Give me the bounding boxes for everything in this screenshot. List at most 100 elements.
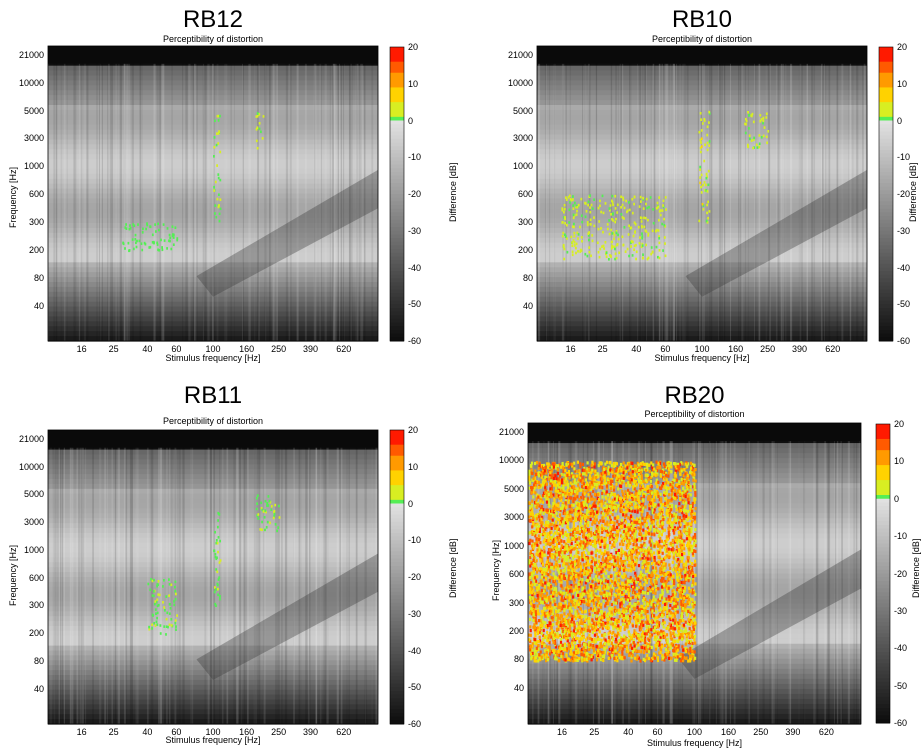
heatmap-band	[48, 109, 378, 116]
colorbar-segment	[390, 698, 404, 703]
heatmap-cell	[560, 614, 563, 618]
heatmap-cell	[573, 512, 576, 516]
heatmap-cell	[542, 637, 545, 641]
heatmap-cell	[258, 113, 261, 116]
heatmap-cell	[631, 595, 634, 599]
heatmap-cell	[536, 512, 539, 517]
colorbar-segment	[390, 234, 404, 239]
heatmap-cell	[683, 625, 686, 629]
heatmap-cell	[706, 141, 709, 145]
heatmap-cell	[630, 553, 634, 557]
heatmap-cell	[534, 615, 537, 620]
heatmap-band	[48, 173, 378, 180]
colorbar-segment	[390, 584, 404, 589]
heatmap-cell	[661, 529, 664, 533]
heatmap-cell	[572, 491, 575, 495]
heatmap-cell	[595, 654, 598, 658]
heatmap-cell	[577, 604, 580, 609]
heatmap-cell	[667, 474, 670, 478]
heatmap-cell	[569, 201, 571, 204]
heatmap-striation	[777, 63, 780, 341]
heatmap-cell	[572, 239, 575, 242]
heatmap-cell	[635, 615, 638, 619]
heatmap-cell	[587, 576, 590, 580]
colorbar-tick-label: -20	[897, 189, 911, 199]
heatmap-cell	[675, 483, 678, 487]
heatmap-striation	[782, 63, 784, 341]
heatmap-striation	[56, 447, 60, 724]
heatmap-cell	[692, 553, 695, 558]
heatmap-cell	[217, 114, 220, 118]
heatmap-cell	[651, 562, 654, 566]
heatmap-cell	[644, 543, 647, 547]
heatmap-band	[537, 237, 867, 244]
heatmap-cell	[662, 635, 665, 640]
heatmap-cell	[676, 575, 679, 579]
heatmap-cell	[597, 565, 600, 569]
heatmap-band	[537, 213, 867, 219]
heatmap-cell	[625, 597, 628, 601]
y-tick-label: 21000	[507, 49, 533, 60]
heatmap-cell	[564, 533, 567, 537]
heatmap-cell	[614, 567, 617, 571]
heatmap-cell	[532, 490, 535, 494]
heatmap-cell	[555, 464, 558, 468]
heatmap-cell	[584, 581, 587, 585]
heatmap-cell	[571, 244, 574, 247]
x-tick-label: 160	[728, 344, 744, 354]
heatmap-band	[537, 277, 867, 283]
heatmap-striation	[84, 63, 86, 341]
heatmap-striation	[701, 63, 704, 341]
heatmap-striation	[771, 441, 773, 724]
heatmap-cell	[165, 633, 167, 636]
heatmap-cell	[616, 651, 619, 655]
heatmap-band	[528, 668, 861, 675]
heatmap-cell	[634, 580, 637, 585]
colorbar-segment	[390, 646, 404, 651]
heatmap-cell	[669, 646, 672, 650]
heatmap-cell	[672, 556, 675, 560]
heatmap-striation	[159, 63, 162, 341]
heatmap-band	[48, 262, 378, 268]
heatmap-cell	[214, 555, 217, 559]
heatmap-cell	[748, 127, 750, 130]
heatmap-band	[528, 508, 861, 514]
heatmap-striation	[288, 63, 291, 341]
heatmap-band	[528, 678, 861, 685]
heatmap-cell	[609, 468, 612, 472]
heatmap-striation	[816, 441, 819, 724]
heatmap-cell	[133, 224, 136, 227]
heatmap-striation	[304, 63, 307, 341]
heatmap-striation	[153, 63, 156, 341]
heatmap-cell	[680, 556, 683, 560]
heatmap-cell	[700, 141, 702, 144]
heatmap-band	[48, 198, 378, 204]
heatmap-cell	[665, 597, 668, 601]
colorbar-segment	[879, 58, 893, 63]
heatmap-band	[537, 168, 867, 175]
heatmap-cell	[591, 646, 594, 650]
heatmap-cell	[631, 650, 634, 654]
heatmap-striation	[828, 441, 831, 724]
heatmap-cell	[685, 647, 688, 651]
heatmap-cell	[544, 531, 547, 536]
colorbar-segment	[390, 307, 404, 313]
heatmap-cell	[664, 655, 667, 659]
heatmap-striation	[823, 63, 825, 341]
heatmap-cell	[612, 474, 615, 478]
heatmap-cell	[676, 484, 679, 488]
heatmap-cell	[593, 640, 596, 644]
heatmap-cell	[607, 522, 610, 526]
y-tick-label: 200	[28, 628, 44, 639]
heatmap-cell	[640, 474, 643, 478]
heatmap-cell	[691, 511, 694, 515]
heatmap-cell	[659, 572, 663, 576]
heatmap-cell	[672, 568, 675, 572]
heatmap-cell	[530, 471, 533, 475]
colorbar-segment	[390, 573, 404, 578]
heatmap-cell	[558, 484, 561, 488]
heatmap-cell	[630, 240, 633, 243]
heatmap-cell	[256, 514, 259, 517]
heatmap-cell	[750, 114, 753, 117]
heatmap-cell	[572, 207, 575, 210]
